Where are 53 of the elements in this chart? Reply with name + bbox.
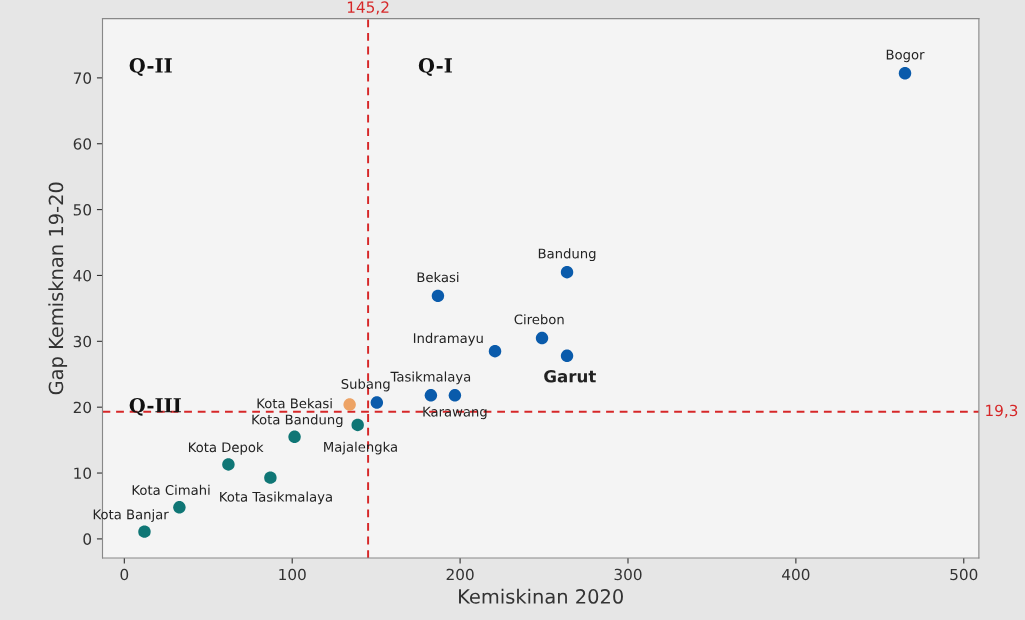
annotation: Kota Cimahi	[132, 484, 210, 496]
x-tick-label: 0	[120, 568, 129, 581]
point	[560, 349, 574, 363]
point	[343, 398, 356, 411]
annotation: Bogor	[886, 49, 925, 63]
point	[173, 501, 186, 514]
point	[448, 389, 462, 402]
point	[370, 396, 384, 409]
annotation: Majalengka	[324, 441, 397, 455]
y-tick-label: 50	[73, 204, 92, 216]
point	[424, 389, 438, 402]
y-tick-label: 10	[74, 467, 92, 480]
y-tick-label: 70	[73, 72, 92, 84]
point	[222, 458, 235, 471]
annotation: Q-I	[418, 58, 452, 77]
annotation: Bekasi	[417, 271, 459, 283]
point	[138, 525, 151, 538]
annotation: Q-III	[129, 397, 181, 416]
point	[560, 265, 574, 279]
annotation: Cirebon	[514, 314, 564, 325]
annotation: Subang	[341, 378, 390, 392]
x-axis-title: Kemiskinan 2020	[459, 588, 623, 604]
annotation: Tasikmalaya	[390, 371, 471, 385]
annotation: Kota Bekasi	[257, 398, 332, 409]
y-tick-label: 40	[73, 269, 92, 282]
annotation: Kota Depok	[188, 441, 264, 455]
annotation: Q-II	[129, 58, 172, 77]
annotation: Kota Bandung	[252, 414, 343, 428]
annotation: Kota Banjar	[93, 509, 169, 522]
ref-line-label: 145,2	[347, 1, 389, 15]
point	[535, 331, 549, 345]
point	[351, 418, 364, 432]
point	[488, 344, 502, 358]
ref-line-label: 19,3	[986, 404, 1018, 418]
x-tick-label: 100	[279, 568, 306, 581]
annotation: Karawang	[423, 406, 487, 420]
y-tick-label: 30	[73, 335, 92, 348]
y-tick-label: 0	[83, 533, 92, 545]
y-axis-title: Gap Kemisknan 19-20	[48, 182, 68, 395]
x-tick-label: 500	[950, 568, 978, 581]
x-tick-label: 200	[446, 568, 474, 581]
annotation: Indramayu	[413, 332, 483, 346]
y-tick-label: 20	[73, 401, 92, 414]
y-tick-label: 60	[73, 138, 92, 150]
annotation: Kota Tasikmalaya	[220, 491, 332, 505]
x-tick-label: 300	[614, 568, 642, 581]
x-tick-label: 400	[782, 568, 810, 581]
point	[264, 471, 277, 484]
annotation: Bandung	[538, 248, 596, 262]
point	[288, 430, 301, 444]
point	[898, 67, 912, 80]
point	[431, 289, 445, 303]
annotation: Garut	[544, 369, 596, 383]
